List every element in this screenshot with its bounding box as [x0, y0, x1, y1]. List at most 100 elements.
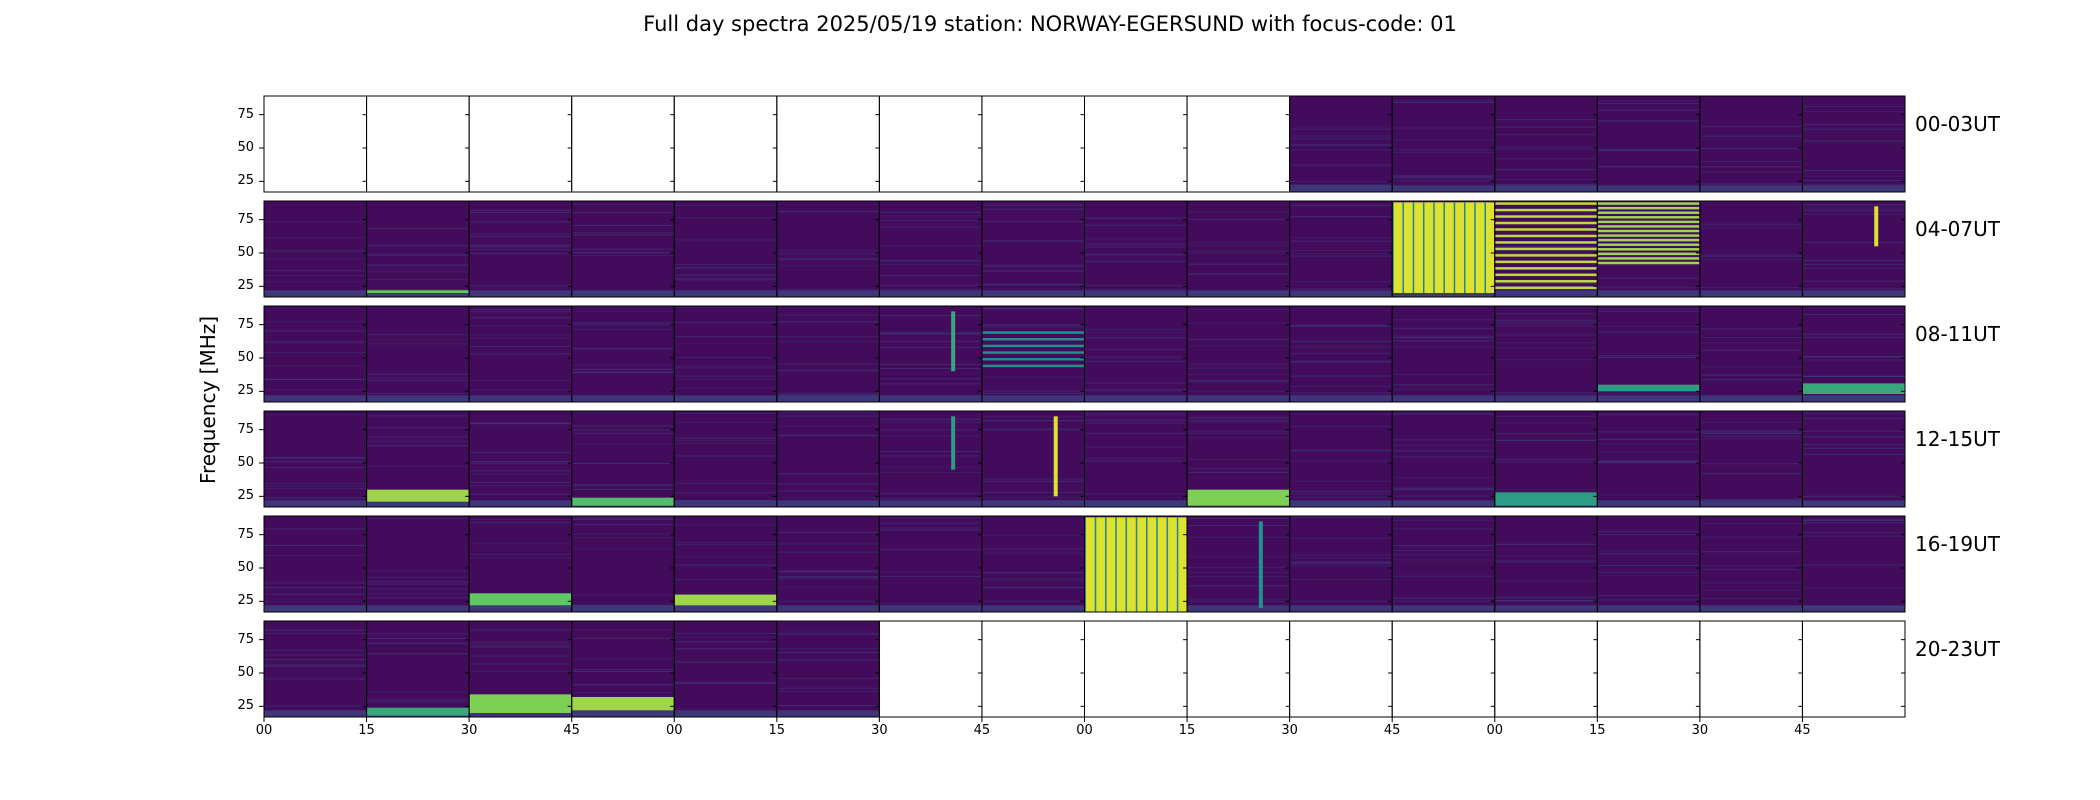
spectrum-texture-line [264, 649, 367, 651]
spectrum-texture-line [264, 654, 367, 656]
spectrum-texture-line [1494, 252, 1598, 254]
spectrum-texture-line [776, 394, 880, 396]
spectrum-texture-line [1084, 419, 1188, 421]
spectrum-texture-line [1494, 342, 1598, 344]
x-tick-label: 00 [665, 723, 683, 738]
y-tick-label: 50 [237, 455, 254, 470]
spectrum-comb-line [1597, 238, 1700, 242]
spectrum-texture-line [1802, 179, 1905, 181]
spectrum-texture-line [1084, 446, 1188, 448]
spectrum-panel [469, 411, 572, 507]
spectrum-texture-line [1392, 319, 1495, 321]
spectrum-panel [1494, 516, 1598, 612]
spectrum-texture-line [469, 557, 572, 559]
spectrum-texture-line [776, 336, 880, 338]
low-frequency-noise [1494, 395, 1598, 402]
spectrum-texture-line [879, 215, 982, 217]
spectrum-panel [1187, 96, 1290, 192]
spectrum-texture-line [1699, 255, 1803, 257]
spectrum-texture-line [879, 367, 982, 369]
spectrum-panel [1597, 516, 1700, 612]
spectrum-texture-line [674, 217, 777, 219]
spectrum-texture-line [571, 412, 675, 414]
low-frequency-noise [264, 500, 367, 507]
spectrum-texture-line [776, 551, 880, 553]
spectrum-texture-line [1187, 367, 1290, 369]
spectrum-texture-line [879, 435, 982, 437]
spectrum-texture-line [1289, 346, 1393, 348]
low-frequency-noise [571, 710, 675, 717]
spectrum-texture-line [1802, 418, 1905, 420]
spectrum-comb-line [1494, 286, 1598, 290]
low-frequency-noise [1597, 395, 1700, 402]
spectrum-texture-line [264, 466, 367, 468]
low-frequency-noise [1289, 605, 1393, 612]
low-frequency-noise [1494, 290, 1598, 297]
spectrum-band [1187, 489, 1290, 506]
spectrum-texture-line [674, 267, 777, 269]
spectrum-texture-line [1392, 180, 1495, 182]
spectrum-texture-line [1187, 536, 1290, 538]
spectrum-texture-line [469, 462, 572, 464]
low-frequency-noise [776, 290, 880, 297]
spectrum-texture-line [1597, 355, 1700, 357]
spectrum-texture-line [879, 418, 982, 420]
spectrum-texture-line [1289, 249, 1393, 251]
spectrum-stripe [1166, 517, 1169, 612]
spectrum-texture-line [1494, 561, 1598, 563]
spectrum-comb-line [1597, 257, 1700, 260]
spectrum-texture-line [1187, 432, 1290, 434]
spectrum-texture-line [469, 249, 572, 251]
spectrum-texture-line [1494, 543, 1598, 545]
spectrum-panel [1084, 96, 1188, 192]
spectrum-texture-line [674, 204, 777, 206]
spectrum-texture-line [1699, 223, 1803, 225]
low-frequency-noise [1392, 290, 1495, 297]
spectrum-texture-line [981, 284, 1085, 286]
spectrum-panel [1494, 621, 1598, 717]
spectrum-texture-line [571, 669, 675, 671]
spectrum-texture-line [366, 373, 470, 375]
spectrum-texture-line [469, 461, 572, 463]
spectrum-texture-line [469, 325, 572, 327]
spectrum-texture-line [879, 226, 982, 228]
spectrum-panel [1289, 201, 1393, 297]
spectrum-texture-line [1699, 523, 1803, 525]
spectrum-panel [571, 411, 675, 507]
spectrum-texture-line [571, 433, 675, 435]
spectrum-texture-line [469, 337, 572, 339]
spectrum-texture-line [1187, 417, 1290, 419]
spectrum-panel [366, 306, 470, 402]
spectrum-comb-line [1597, 252, 1700, 256]
spectrum-texture-line [1494, 359, 1598, 361]
spectrum-texture-line [366, 380, 470, 382]
spectrum-texture-line [1494, 415, 1598, 417]
spectrum-stripe [1392, 202, 1394, 293]
spectrum-texture-line [1084, 328, 1188, 330]
spectrum-texture-line [776, 258, 880, 260]
spectrum-texture-line [1494, 322, 1598, 324]
spectrum-panel [1084, 201, 1188, 297]
spectrum-texture-line [1187, 556, 1290, 558]
spectrum-band [571, 697, 675, 711]
spectrum-panel [571, 516, 675, 612]
spectrum-panel [366, 516, 470, 612]
x-tick-label: 15 [1178, 723, 1196, 738]
spectrum-stripe [1402, 202, 1404, 293]
spectrum-texture-line [674, 367, 777, 369]
spectrum-panel [776, 516, 880, 612]
spectrum-texture-line [981, 534, 1085, 536]
spectrum-texture-line [1289, 490, 1393, 492]
spectrum-texture-line [1699, 166, 1803, 168]
spectrum-comb-line [1597, 229, 1700, 233]
spectrum-panel [1802, 201, 1905, 297]
spectrum-texture-line [674, 492, 777, 494]
spectrum-texture-line [1699, 551, 1803, 553]
spectrum-texture-line [264, 485, 367, 487]
spectrum-texture-line [879, 288, 982, 290]
spectrum-texture-line [1597, 460, 1700, 462]
spectrum-texture-line [366, 597, 470, 599]
spectrum-texture-line [879, 346, 982, 348]
spectrum-texture-line [264, 483, 367, 485]
spectrum-texture-line [366, 415, 470, 417]
